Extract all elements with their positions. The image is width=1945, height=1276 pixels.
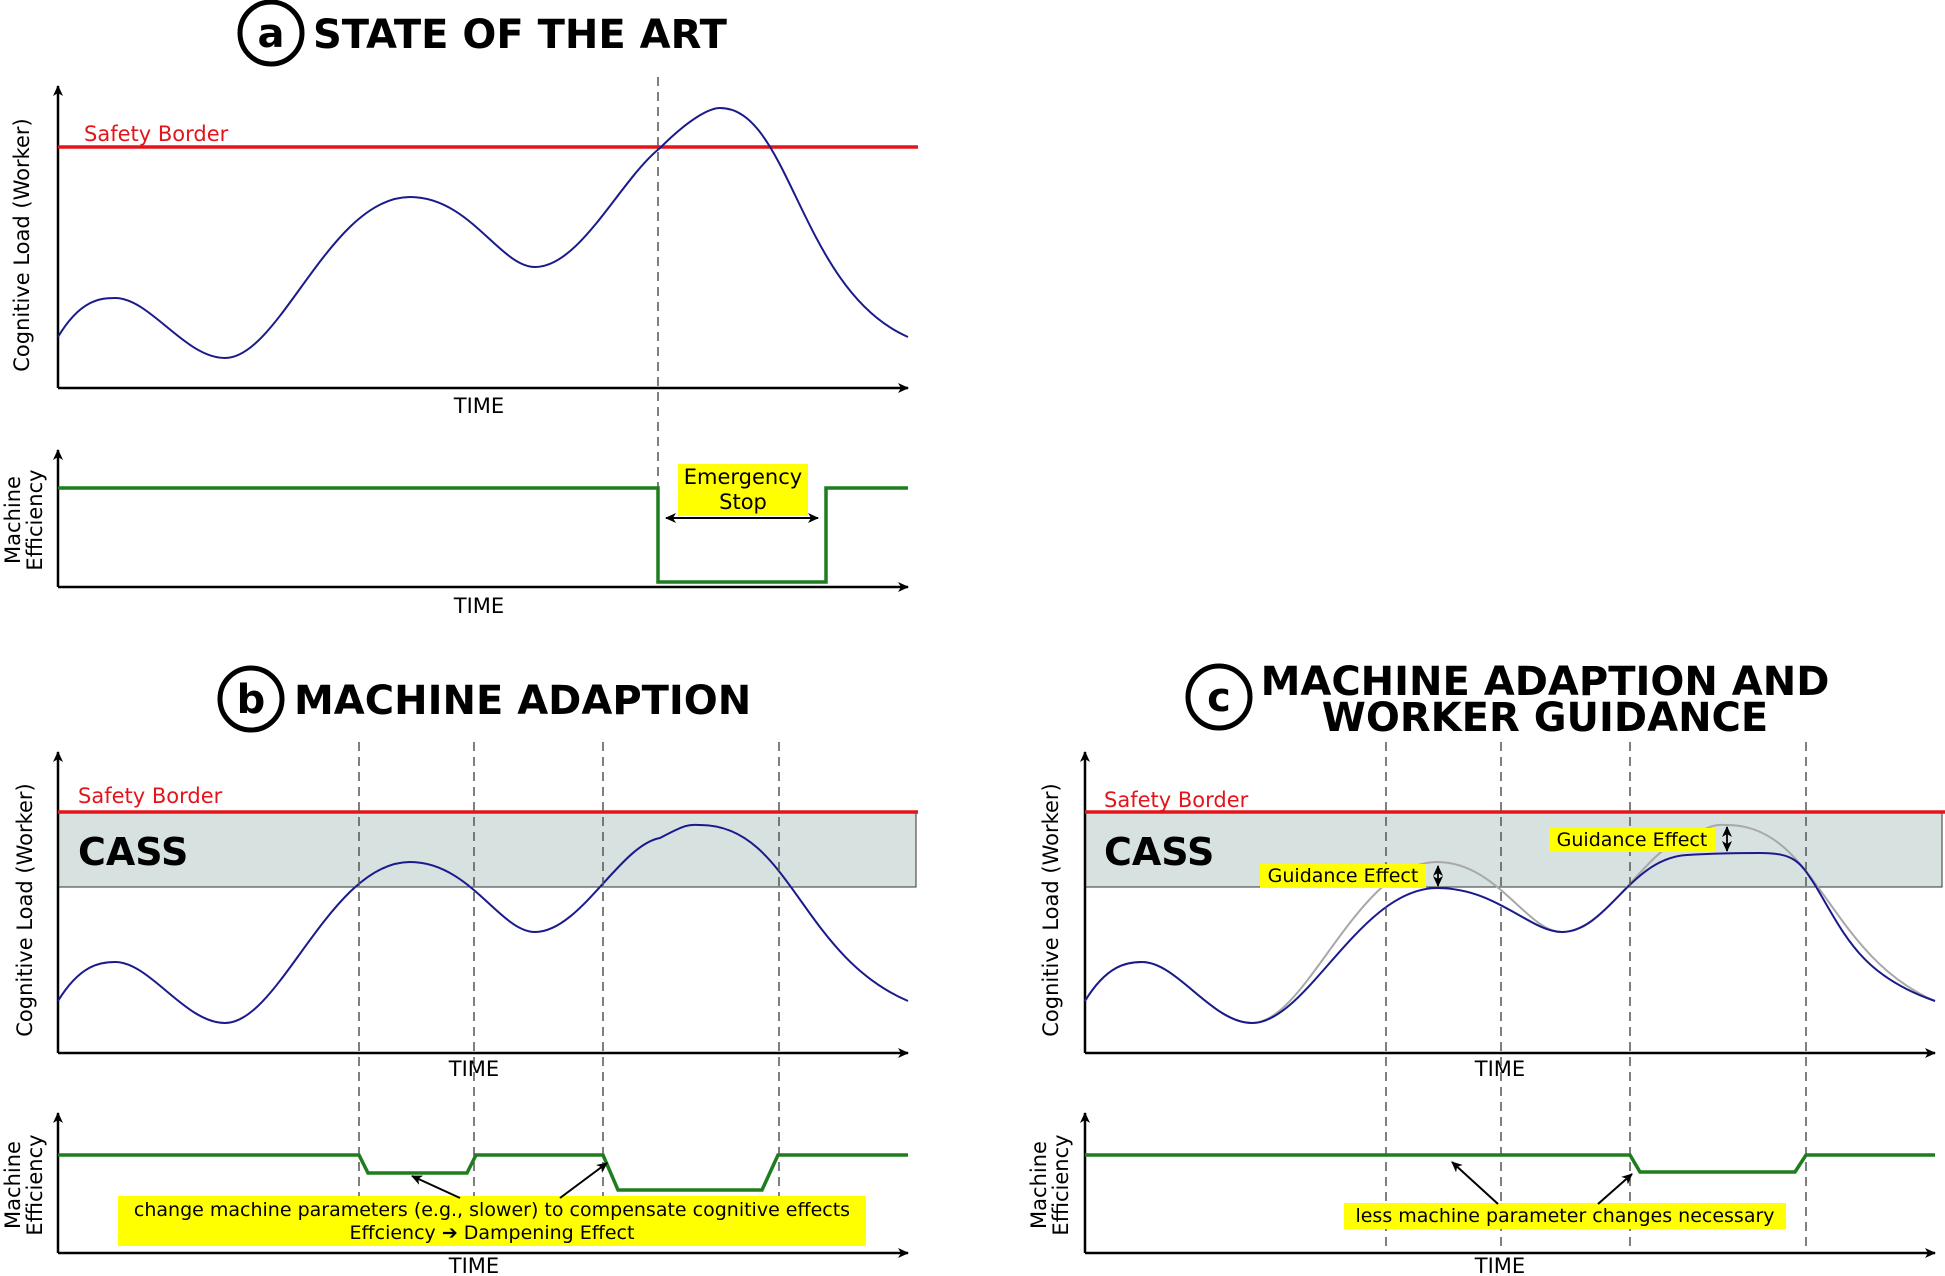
panel-a-load-curve: [57, 106, 909, 360]
panel-c-eff-label-1: Machine: [1027, 1141, 1051, 1229]
panel-a-eff-label-1: Machine: [1, 476, 25, 564]
panel-c-cass-label: CASS: [1104, 830, 1214, 874]
panel-a: a STATE OF THE ART Cognitive Load (Worke…: [1, 0, 918, 618]
panel-b-time-label-2: TIME: [448, 1254, 499, 1276]
panel-c-note: less machine parameter changes necessary: [1355, 1205, 1774, 1227]
panel-b-note-line-2: Effciency ➔ Dampening Effect: [350, 1222, 635, 1244]
panel-b: b MACHINE ADAPTION CASS Cognitive Load (…: [1, 665, 918, 1276]
panel-a-time-label: TIME: [453, 394, 504, 418]
panel-a-time-label-2: TIME: [453, 594, 504, 618]
panel-c-load-curve: [1084, 851, 1936, 1025]
badge-a-circle: [237, 0, 305, 67]
panel-b-efficiency-line: [58, 1153, 908, 1192]
panel-c-guidance-1-highlight: [1260, 864, 1426, 888]
panel-c-cass-band: [1084, 811, 1943, 888]
panel-c-time-label-2: TIME: [1474, 1254, 1525, 1276]
panel-b-note-line-1: change machine parameters (e.g., slower)…: [134, 1199, 850, 1221]
panel-a-stop-line-1: Emergency: [684, 465, 802, 489]
panel-b-title: MACHINE ADAPTION: [294, 678, 751, 724]
panel-b-cass-label: CASS: [78, 830, 188, 874]
badge-b-letter: b: [237, 677, 266, 723]
panel-b-load-curve: [57, 823, 909, 1025]
panel-c-safety-label: Safety Border: [1104, 788, 1249, 812]
panel-c-efficiency-line: [1085, 1153, 1935, 1174]
panel-b-safety-label: Safety Border: [78, 784, 223, 808]
badge-c-circle: [1185, 663, 1253, 731]
panel-c-note-arrow-2: [1597, 1173, 1633, 1205]
panel-c-note-arrow-1: [1451, 1161, 1499, 1205]
panel-c-y-label: Cognitive Load (Worker): [1039, 783, 1063, 1037]
panel-a-efficiency-line: [58, 486, 908, 584]
panel-c-guidance-1-label: Guidance Effect: [1268, 865, 1419, 887]
badge-a-letter: a: [258, 11, 285, 57]
panel-a-stop-highlight: [678, 464, 808, 516]
panel-c-time-label: TIME: [1474, 1057, 1525, 1081]
panel-a-y-label: Cognitive Load (Worker): [10, 118, 34, 372]
panel-a-safety-label: Safety Border: [84, 122, 229, 146]
panel-c-guidance-2-highlight: [1549, 828, 1715, 852]
panel-b-y-label: Cognitive Load (Worker): [13, 783, 37, 1037]
panel-a-title: STATE OF THE ART: [313, 12, 728, 58]
badge-c-letter: c: [1207, 675, 1231, 721]
panel-c-note-highlight: [1344, 1203, 1786, 1229]
panel-a-stop-line-2: Stop: [719, 490, 767, 514]
badge-b-circle: [217, 665, 285, 733]
panel-a-eff-label-2: Efficiency: [23, 469, 47, 570]
panel-b-note-highlight: [118, 1196, 866, 1246]
panel-c-guidance-2-label: Guidance Effect: [1557, 829, 1708, 851]
panel-b-eff-label-1: Machine: [1, 1141, 25, 1229]
panel-b-cass-band: [57, 811, 917, 888]
panel-c-title-line-2: WORKER GUIDANCE: [1322, 695, 1768, 741]
panel-c-eff-label-2: Efficiency: [1049, 1134, 1073, 1235]
panel-b-note-arrow-1: [411, 1175, 461, 1199]
panel-b-eff-label-2: Efficiency: [23, 1134, 47, 1235]
panel-c: c MACHINE ADAPTION AND WORKER GUIDANCE C…: [1027, 659, 1945, 1276]
panel-c-title-line-1: MACHINE ADAPTION AND: [1261, 659, 1830, 705]
panel-b-note-arrow-2: [559, 1162, 608, 1199]
